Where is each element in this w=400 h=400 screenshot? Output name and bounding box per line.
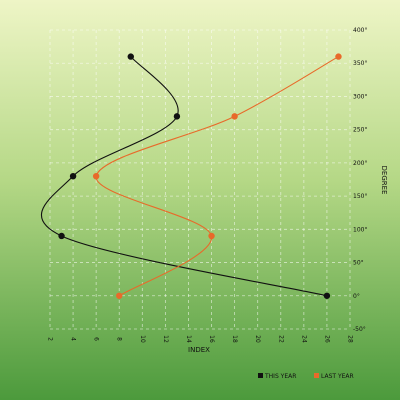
legend: THIS YEAR LAST YEAR xyxy=(258,373,354,380)
data-point-this-year xyxy=(173,113,181,120)
y-tick-label: 50° xyxy=(353,260,364,267)
x-tick-label: 6 xyxy=(93,337,100,341)
y-tick-label: 300° xyxy=(353,93,367,100)
x-tick-label: 26 xyxy=(323,335,330,343)
axes: 2 4 6 8 10 12 14 16 18 20 22 24 26 28-50°0°50°100°150… xyxy=(47,27,389,354)
x-tick-label: 2 xyxy=(47,337,54,341)
data-point-last-year xyxy=(116,292,123,299)
y-tick-label: 0° xyxy=(353,293,360,300)
x-tick-label: 22 xyxy=(277,335,284,343)
series-line-this-year xyxy=(40,56,328,297)
x-tick-label: 20 xyxy=(254,335,261,343)
x-tick-label: 18 xyxy=(231,335,238,343)
x-tick-label: 4 xyxy=(70,337,77,341)
data-point-this-year xyxy=(58,232,65,240)
y-tick-label: 400° xyxy=(353,27,367,34)
y-tick-label: 200° xyxy=(353,160,367,167)
y-tick-label: 250° xyxy=(353,127,367,134)
grid xyxy=(49,29,351,330)
data-point-last-year xyxy=(92,172,100,180)
data-point-last-year xyxy=(335,53,342,60)
x-tick-label: 16 xyxy=(208,335,215,343)
x-tick-label: 12 xyxy=(162,335,169,343)
y-axis-title: DEGREE xyxy=(380,166,388,195)
data-point-last-year xyxy=(231,113,238,120)
data-point-last-year xyxy=(208,232,215,240)
x-tick-label: 8 xyxy=(116,337,123,341)
data-point-this-year xyxy=(127,53,134,60)
legend-label-last-year: LAST YEAR xyxy=(321,373,354,380)
x-axis-title: INDEX xyxy=(188,346,210,354)
y-tick-label: 150° xyxy=(353,193,367,200)
legend-swatch-this-year xyxy=(258,373,263,378)
data-point-this-year xyxy=(69,172,77,180)
series-layer xyxy=(40,53,342,299)
y-tick-label: 350° xyxy=(353,60,367,67)
legend-swatch-last-year xyxy=(314,373,319,378)
legend-label-this-year: THIS YEAR xyxy=(264,373,296,380)
x-tick-label: 28 xyxy=(347,335,354,343)
x-tick-label: 14 xyxy=(185,335,192,343)
y-tick-label: -50° xyxy=(353,326,366,333)
x-tick-label: 24 xyxy=(300,335,307,343)
x-tick-label: 10 xyxy=(139,335,146,343)
data-point-this-year xyxy=(323,292,331,299)
y-tick-label: 100° xyxy=(353,226,367,233)
